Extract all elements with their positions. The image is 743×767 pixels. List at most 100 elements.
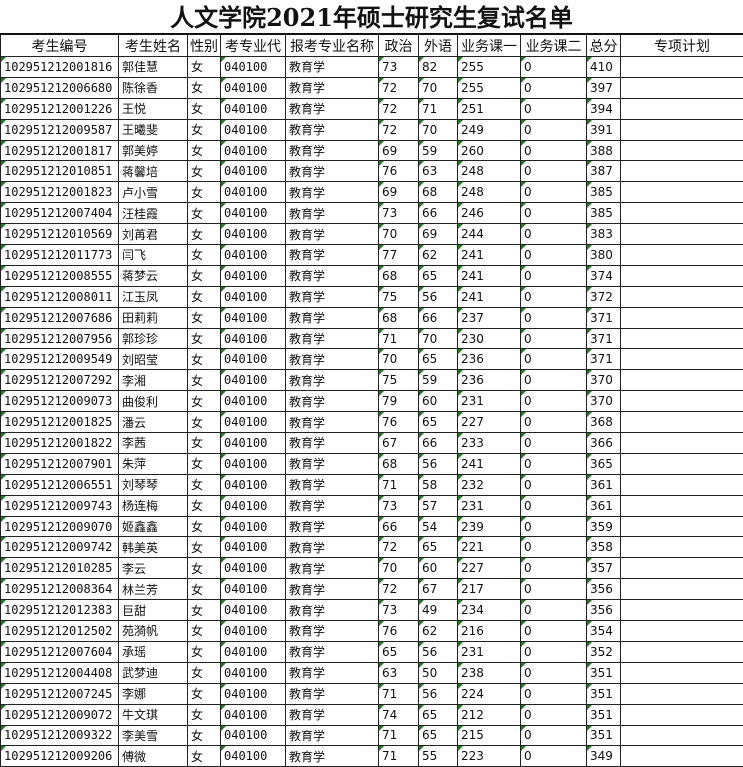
- cell-name[interactable]: 蒋馨培: [119, 161, 188, 182]
- cell-course-1[interactable]: 231: [458, 641, 521, 662]
- cell-major-name[interactable]: 教育学: [286, 537, 379, 558]
- cell-course-2[interactable]: 0: [521, 265, 587, 286]
- cell-major-name[interactable]: 教育学: [286, 224, 379, 245]
- cell-major-code[interactable]: 040100: [221, 495, 286, 516]
- cell-course-2[interactable]: 0: [521, 286, 587, 307]
- cell-name[interactable]: 姬鑫鑫: [119, 516, 188, 537]
- cell-name[interactable]: 潘云: [119, 412, 188, 433]
- cell-language[interactable]: 65: [419, 725, 458, 746]
- cell-major-name[interactable]: 教育学: [286, 558, 379, 579]
- cell-course-2[interactable]: 0: [521, 579, 587, 600]
- cell-special-plan[interactable]: [621, 224, 743, 245]
- cell-candidate-id[interactable]: 102951212010569: [1, 224, 119, 245]
- cell-special-plan[interactable]: [621, 683, 743, 704]
- cell-major-code[interactable]: 040100: [221, 391, 286, 412]
- cell-major-name[interactable]: 教育学: [286, 307, 379, 328]
- cell-candidate-id[interactable]: 102951212009072: [1, 704, 119, 725]
- cell-language[interactable]: 65: [419, 265, 458, 286]
- cell-language[interactable]: 63: [419, 161, 458, 182]
- cell-total[interactable]: 351: [587, 725, 621, 746]
- cell-special-plan[interactable]: [621, 495, 743, 516]
- cell-course-1[interactable]: 246: [458, 203, 521, 224]
- cell-gender[interactable]: 女: [188, 516, 221, 537]
- cell-course-1[interactable]: 233: [458, 433, 521, 454]
- cell-course-2[interactable]: 0: [521, 725, 587, 746]
- cell-total[interactable]: 351: [587, 704, 621, 725]
- cell-course-2[interactable]: 0: [521, 245, 587, 266]
- cell-candidate-id[interactable]: 102951212001226: [1, 98, 119, 119]
- cell-course-2[interactable]: 0: [521, 224, 587, 245]
- header-name[interactable]: 考生姓名: [119, 34, 188, 57]
- cell-gender[interactable]: 女: [188, 621, 221, 642]
- cell-total[interactable]: 365: [587, 453, 621, 474]
- cell-major-name[interactable]: 教育学: [286, 516, 379, 537]
- cell-major-code[interactable]: 040100: [221, 474, 286, 495]
- cell-name[interactable]: 蒋梦云: [119, 265, 188, 286]
- cell-major-code[interactable]: 040100: [221, 558, 286, 579]
- cell-candidate-id[interactable]: 102951212004408: [1, 662, 119, 683]
- cell-course-1[interactable]: 212: [458, 704, 521, 725]
- cell-total[interactable]: 354: [587, 621, 621, 642]
- cell-major-name[interactable]: 教育学: [286, 579, 379, 600]
- cell-major-code[interactable]: 040100: [221, 579, 286, 600]
- cell-course-2[interactable]: 0: [521, 140, 587, 161]
- cell-gender[interactable]: 女: [188, 328, 221, 349]
- cell-course-2[interactable]: 0: [521, 641, 587, 662]
- cell-course-2[interactable]: 0: [521, 203, 587, 224]
- cell-candidate-id[interactable]: 102951212001822: [1, 433, 119, 454]
- cell-total[interactable]: 372: [587, 286, 621, 307]
- cell-gender[interactable]: 女: [188, 286, 221, 307]
- cell-candidate-id[interactable]: 102951212009587: [1, 119, 119, 140]
- cell-language[interactable]: 69: [419, 224, 458, 245]
- cell-name[interactable]: 江玉凤: [119, 286, 188, 307]
- cell-name[interactable]: 李美雪: [119, 725, 188, 746]
- cell-major-name[interactable]: 教育学: [286, 683, 379, 704]
- cell-major-code[interactable]: 040100: [221, 98, 286, 119]
- cell-total[interactable]: 383: [587, 224, 621, 245]
- cell-name[interactable]: 刘苒君: [119, 224, 188, 245]
- cell-course-1[interactable]: 231: [458, 495, 521, 516]
- cell-politics[interactable]: 73: [379, 600, 419, 621]
- cell-gender[interactable]: 女: [188, 57, 221, 78]
- cell-candidate-id[interactable]: 102951212009549: [1, 349, 119, 370]
- cell-gender[interactable]: 女: [188, 683, 221, 704]
- cell-course-1[interactable]: 251: [458, 98, 521, 119]
- cell-politics[interactable]: 75: [379, 286, 419, 307]
- cell-special-plan[interactable]: [621, 746, 743, 767]
- cell-course-2[interactable]: 0: [521, 537, 587, 558]
- cell-major-code[interactable]: 040100: [221, 600, 286, 621]
- cell-gender[interactable]: 女: [188, 433, 221, 454]
- cell-name[interactable]: 苑漪帆: [119, 621, 188, 642]
- cell-candidate-id[interactable]: 102951212011773: [1, 245, 119, 266]
- cell-special-plan[interactable]: [621, 161, 743, 182]
- cell-special-plan[interactable]: [621, 370, 743, 391]
- cell-gender[interactable]: 女: [188, 495, 221, 516]
- cell-course-2[interactable]: 0: [521, 621, 587, 642]
- cell-major-name[interactable]: 教育学: [286, 641, 379, 662]
- cell-candidate-id[interactable]: 102951212006680: [1, 77, 119, 98]
- cell-special-plan[interactable]: [621, 704, 743, 725]
- cell-total[interactable]: 385: [587, 182, 621, 203]
- cell-language[interactable]: 65: [419, 537, 458, 558]
- cell-major-code[interactable]: 040100: [221, 433, 286, 454]
- cell-special-plan[interactable]: [621, 725, 743, 746]
- cell-politics[interactable]: 71: [379, 474, 419, 495]
- cell-major-code[interactable]: 040100: [221, 621, 286, 642]
- header-language[interactable]: 外语: [419, 34, 458, 57]
- cell-candidate-id[interactable]: 102951212012383: [1, 600, 119, 621]
- cell-course-2[interactable]: 0: [521, 600, 587, 621]
- cell-politics[interactable]: 72: [379, 579, 419, 600]
- cell-special-plan[interactable]: [621, 77, 743, 98]
- cell-name[interactable]: 林兰芳: [119, 579, 188, 600]
- cell-course-2[interactable]: 0: [521, 77, 587, 98]
- cell-name[interactable]: 曲俊利: [119, 391, 188, 412]
- cell-total[interactable]: 410: [587, 57, 621, 78]
- cell-gender[interactable]: 女: [188, 600, 221, 621]
- cell-gender[interactable]: 女: [188, 537, 221, 558]
- cell-special-plan[interactable]: [621, 537, 743, 558]
- cell-language[interactable]: 65: [419, 349, 458, 370]
- cell-candidate-id[interactable]: 102951212008555: [1, 265, 119, 286]
- cell-major-code[interactable]: 040100: [221, 224, 286, 245]
- cell-name[interactable]: 刘琴琴: [119, 474, 188, 495]
- cell-name[interactable]: 郭佳慧: [119, 57, 188, 78]
